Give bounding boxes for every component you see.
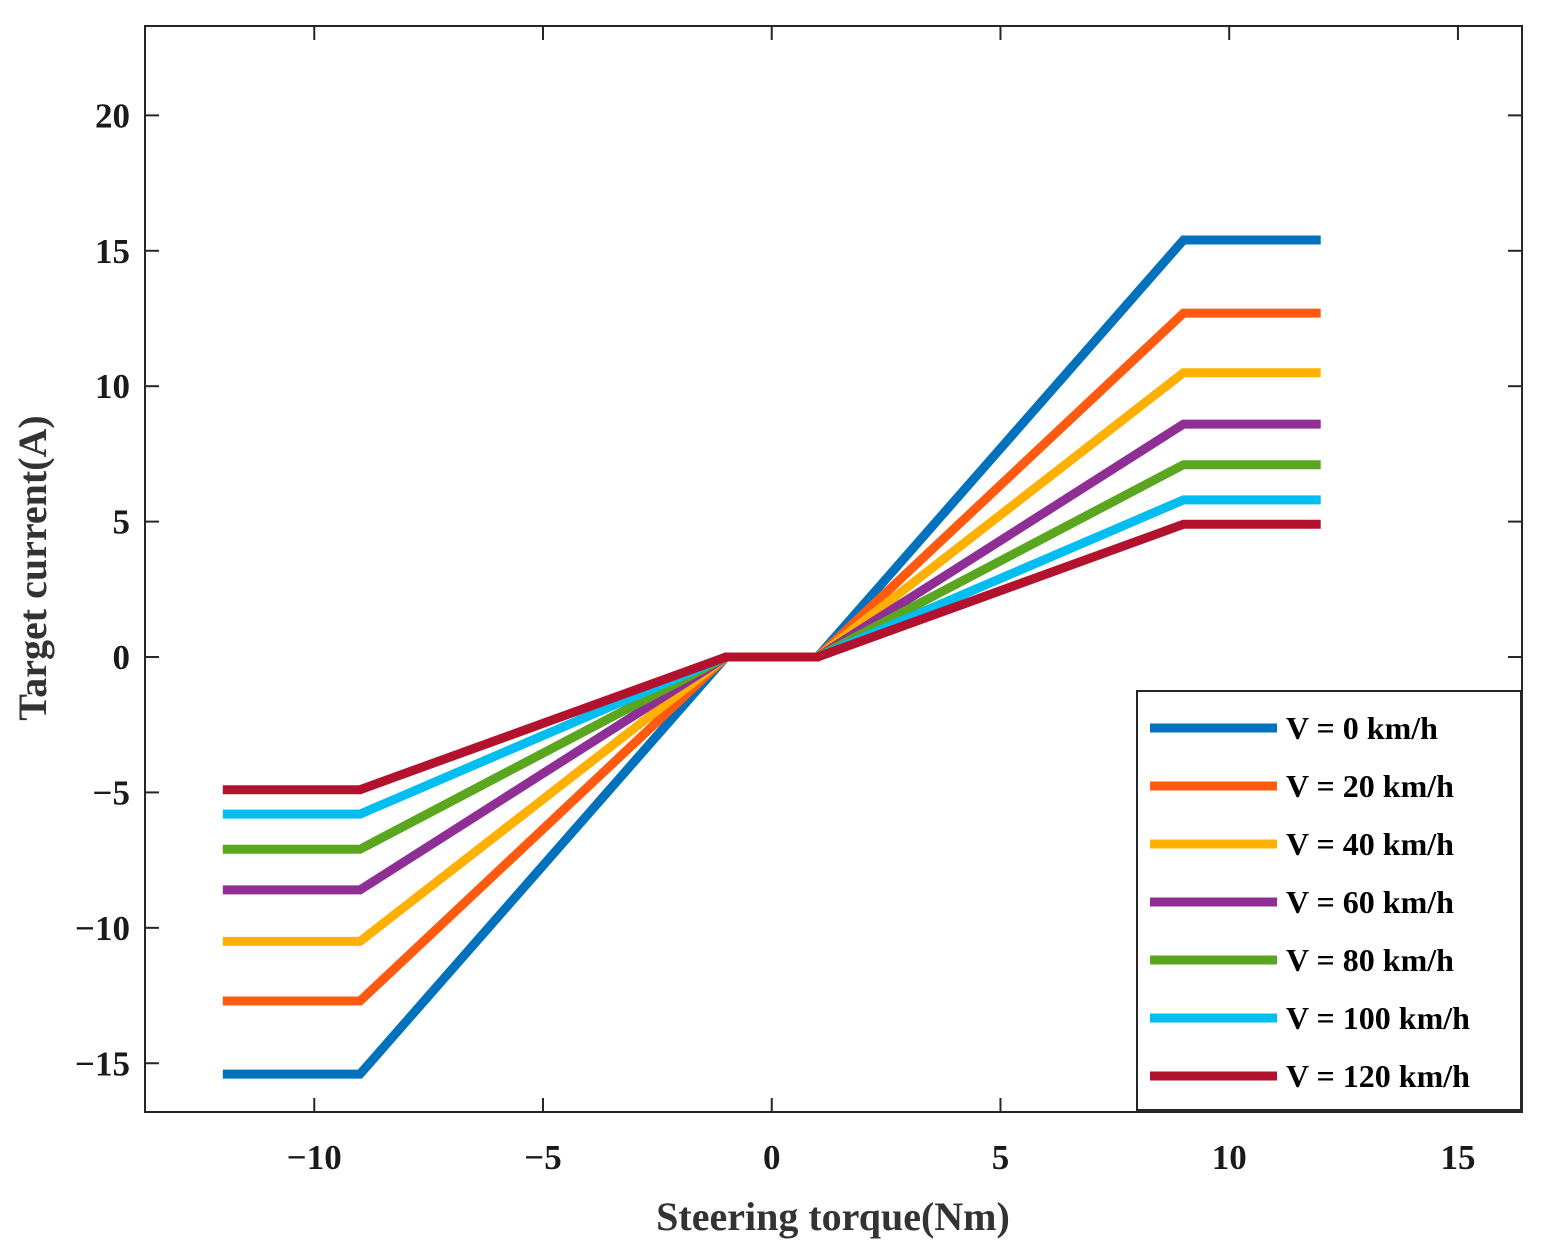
series-line-6 <box>222 519 1321 795</box>
x-tick-label: 15 <box>1440 1138 1475 1177</box>
legend-label-2: V = 40 km/h <box>1286 826 1454 862</box>
legend: V = 0 km/h V = 20 km/h V = 40 km/h V = 60 k… <box>1136 690 1522 1111</box>
legend-label-4: V = 80 km/h <box>1286 942 1454 978</box>
legend-label-5: V = 100 km/h <box>1286 1000 1470 1036</box>
plot-frame <box>144 25 1523 1113</box>
x-tick-label: 0 <box>763 1138 781 1177</box>
x-tick-label: −10 <box>287 1138 342 1177</box>
x-tick-label: 10 <box>1212 1138 1247 1177</box>
y-tick-label: 0 <box>113 638 131 677</box>
y-tick-label: 20 <box>95 96 130 135</box>
y-tick-labels: −15 −10 −5 0 5 10 15 20 <box>75 96 130 1083</box>
y-tick-label: −5 <box>93 773 130 812</box>
x-tick-label: −5 <box>524 1138 561 1177</box>
y-tick-label: −10 <box>75 909 130 948</box>
legend-label-0: V = 0 km/h <box>1286 710 1438 746</box>
legend-label-1: V = 20 km/h <box>1286 768 1454 804</box>
y-tick-label: 10 <box>95 367 130 406</box>
legend-label-6: V = 120 km/h <box>1286 1058 1470 1094</box>
series-layer <box>222 235 1321 1079</box>
legend-label-3: V = 60 km/h <box>1286 884 1454 920</box>
y-tick-label: 15 <box>95 232 130 271</box>
y-tick-label: 5 <box>113 503 131 542</box>
y-tick-label: −15 <box>75 1044 130 1083</box>
x-tick-label: 5 <box>992 1138 1010 1177</box>
x-axis-title: Steering torque(Nm) <box>656 1194 1010 1239</box>
y-axis-title: Target current(A) <box>10 415 55 720</box>
x-tick-labels: −10 −5 0 5 10 15 <box>287 1138 1476 1177</box>
